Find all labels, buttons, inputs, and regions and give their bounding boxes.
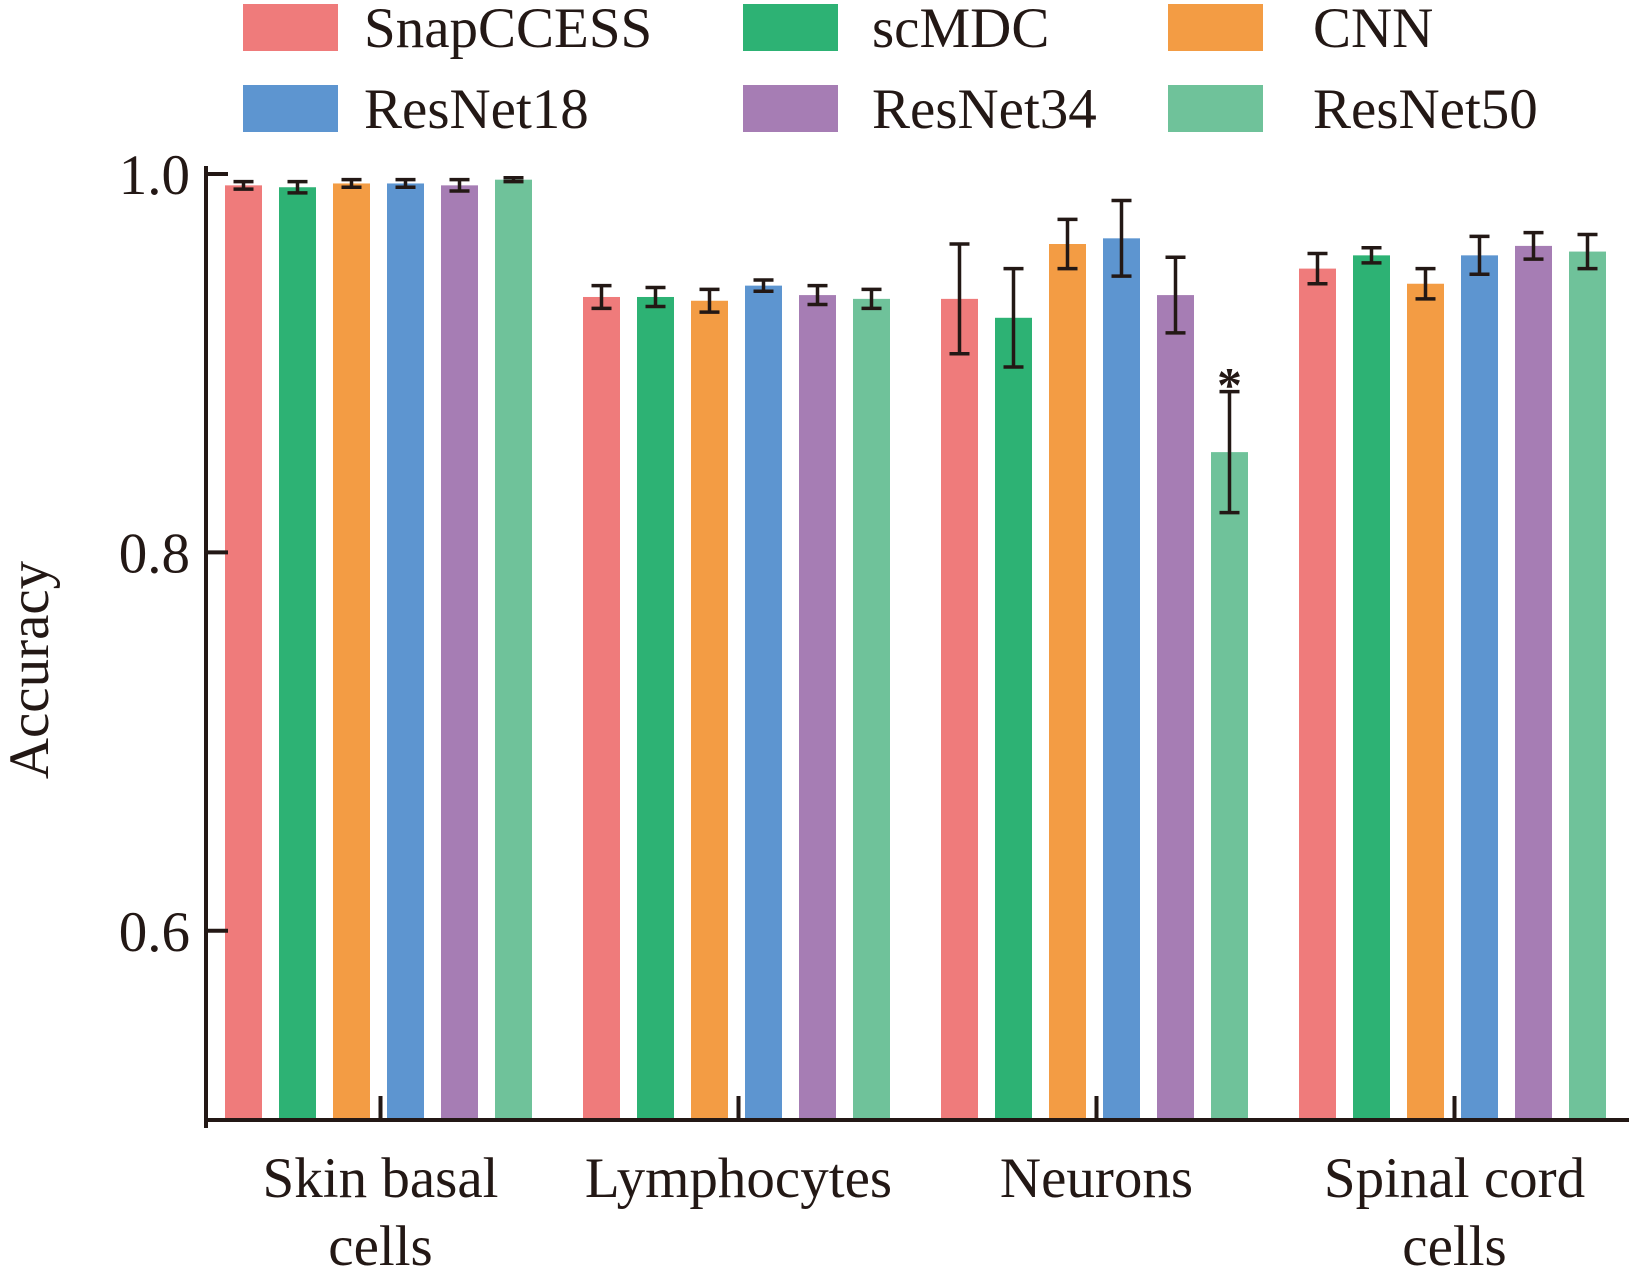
x-tick-labels: Skin basal cells Lymphocytes Neurons Spinal … [263,1147,1586,1275]
y-tick-label: 0.8 [119,522,190,585]
legend-label: SnapCCESS [364,0,652,60]
bars [225,179,1606,1121]
bar-snapccess-spinal-cord-cells [1299,268,1336,1121]
error-bar-resnet34-skin-basal-cells [449,177,470,193]
error-bar-resnet18-spinal-cord-cells [1469,234,1490,277]
legend-item-resnet34: ResNet34 [743,78,1097,141]
bar-resnet34-lymphocytes [799,295,836,1120]
bar-resnet50-lymphocytes [853,298,890,1120]
error-bar-resnet50-neurons [1219,389,1240,515]
error-bar-cnn-neurons [1057,217,1078,271]
legend-label: ResNet50 [1313,78,1538,141]
error-bar-resnet34-neurons [1165,255,1186,335]
error-bar-resnet50-spinal-cord-cells [1577,232,1598,271]
error-bar-resnet18-lymphocytes [753,278,774,294]
legend-swatch [743,85,838,132]
bar-cnn-spinal-cord-cells [1407,283,1444,1121]
error-bar-resnet34-spinal-cord-cells [1523,230,1544,261]
legend-item-cnn: CNN [1168,0,1433,60]
bar-scmdc-neurons [995,317,1032,1120]
error-bar-resnet50-skin-basal-cells [503,176,524,184]
legend-item-scmdc: scMDC [743,0,1049,60]
legend-label: scMDC [872,0,1049,60]
legend-swatch [1168,85,1263,132]
bar-scmdc-skin-basal-cells [279,187,316,1120]
x-tick-label-skin-basal-cells: Skin basal cells [263,1147,499,1275]
bar-scmdc-spinal-cord-cells [1353,255,1390,1120]
legend-label: ResNet34 [872,78,1097,141]
legend-label: CNN [1313,0,1433,60]
bar-resnet34-neurons [1157,295,1194,1120]
error-bar-resnet34-lymphocytes [807,283,828,307]
error-bars [233,176,1598,515]
legend-swatch [243,85,338,132]
legend-label: ResNet18 [364,78,589,141]
error-bar-cnn-lymphocytes [699,287,720,314]
y-ticks: 0.6 0.8 1.0 [119,144,228,964]
error-bar-scmdc-lymphocytes [645,285,666,309]
error-bar-snapccess-skin-basal-cells [233,179,254,191]
significance-marker: * [1217,357,1242,413]
error-bar-scmdc-spinal-cord-cells [1361,246,1382,265]
annotations: * [1217,357,1242,413]
bar-cnn-skin-basal-cells [333,183,370,1120]
error-bar-resnet18-skin-basal-cells [395,177,416,189]
bar-resnet50-neurons [1211,452,1248,1120]
error-bar-scmdc-skin-basal-cells [287,179,308,195]
bar-resnet18-skin-basal-cells [387,183,424,1120]
axes [204,166,1629,1128]
legend-item-resnet18: ResNet18 [243,78,589,141]
y-axis-label: Accuracy [0,560,61,779]
error-bar-scmdc-neurons [1003,266,1024,369]
legend-swatch [243,4,338,51]
bar-resnet18-lymphocytes [745,285,782,1120]
bar-resnet18-neurons [1103,238,1140,1120]
error-bar-snapccess-spinal-cord-cells [1307,251,1328,286]
legend-swatch [1168,4,1263,51]
bar-resnet50-skin-basal-cells [495,179,532,1120]
bar-snapccess-skin-basal-cells [225,185,262,1121]
legend-swatch [743,4,838,51]
error-bar-cnn-spinal-cord-cells [1415,266,1436,301]
bar-cnn-neurons [1049,244,1086,1120]
x-ticks [378,1096,1457,1120]
y-tick-label: 1.0 [119,144,190,207]
error-bar-snapccess-neurons [949,242,970,356]
bar-snapccess-neurons [941,298,978,1120]
bar-resnet18-spinal-cord-cells [1461,255,1498,1120]
x-tick-label-lymphocytes: Lymphocytes [585,1147,892,1210]
x-tick-label-spinal-cord-cells: Spinal cord cells [1324,1147,1585,1275]
bar-resnet34-skin-basal-cells [441,185,478,1121]
bar-snapccess-lymphocytes [583,296,620,1121]
legend-item-snapccess: SnapCCESS [243,0,652,60]
bar-resnet50-spinal-cord-cells [1569,251,1606,1120]
error-bar-resnet18-neurons [1111,198,1132,278]
bar-resnet34-spinal-cord-cells [1515,245,1552,1120]
error-bar-snapccess-lymphocytes [591,283,612,311]
bar-scmdc-lymphocytes [637,296,674,1121]
legend-item-resnet50: ResNet50 [1168,78,1538,141]
legend: SnapCCESS scMDC CNN ResNet18 ResNet34 ResNet5… [243,0,1538,141]
error-bar-resnet50-lymphocytes [861,287,882,311]
error-bar-cnn-skin-basal-cells [341,177,362,189]
bar-cnn-lymphocytes [691,300,728,1120]
x-tick-label-neurons: Neurons [1000,1147,1193,1210]
y-tick-label: 0.6 [119,901,190,964]
